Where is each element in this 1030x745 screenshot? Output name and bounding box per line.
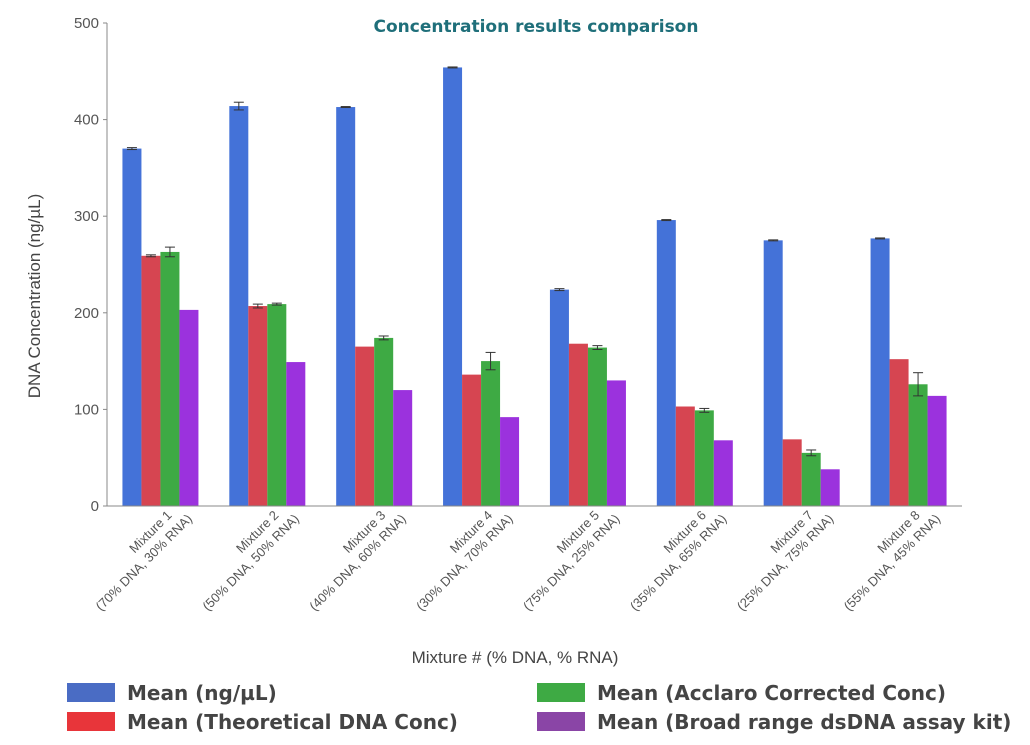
x-tick-label: Mixture 2(50% DNA, 50% RNA) (187, 499, 302, 614)
legend-swatch (537, 712, 585, 731)
bar-3-mixture-8 (908, 384, 928, 506)
legend-label: Mean (Theoretical DNA Conc) (127, 710, 458, 734)
y-axis-title: DNA Concentration (ng/µL) (25, 194, 44, 398)
bar-3-mixture-4 (481, 361, 501, 506)
bar-2-mixture-7 (782, 439, 802, 506)
bar-3-mixture-3 (374, 337, 394, 506)
legend-swatch (537, 683, 585, 702)
bar-3-mixture-5 (587, 347, 607, 506)
bar-1-mixture-7 (763, 240, 783, 506)
bar-4-mixture-4 (500, 417, 520, 506)
bar-2-mixture-3 (355, 346, 375, 506)
x-tick-label: Mixture 4(30% DNA, 70% RNA) (401, 499, 516, 614)
bar-1-mixture-5 (549, 289, 569, 506)
y-tick-label: 0 (91, 498, 99, 515)
x-tick-label: Mixture 1(70% DNA, 30% RNA) (80, 499, 195, 614)
bar-1-mixture-8 (870, 238, 890, 506)
bar-3-mixture-2 (267, 304, 287, 506)
bar-3-mixture-1 (160, 251, 180, 506)
bar-1-mixture-2 (229, 106, 249, 507)
y-axis: 0 100 200 300 400 500 (74, 15, 108, 515)
bar-4-mixture-3 (393, 390, 413, 506)
bar-2-mixture-4 (462, 374, 482, 506)
x-tick-label: Mixture 8(55% DNA, 45% RNA) (829, 499, 944, 614)
x-tick-label: Mixture 5(75% DNA, 25% RNA) (508, 499, 623, 614)
bar-1-mixture-6 (656, 220, 676, 506)
bar-4-mixture-6 (713, 440, 733, 506)
bar-2-mixture-1 (141, 255, 161, 506)
legend-swatch (67, 683, 115, 702)
y-tick-label: 400 (74, 112, 99, 129)
x-tick-label: Mixture 3(40% DNA, 60% RNA) (294, 499, 409, 614)
bars (122, 66, 947, 507)
bar-4-mixture-5 (606, 380, 626, 506)
bar-4-mixture-8 (927, 395, 947, 506)
bar-2-mixture-2 (248, 306, 268, 506)
y-tick-label: 100 (74, 401, 99, 418)
x-axis-title: Mixture # (% DNA, % RNA) (412, 648, 619, 667)
y-tick-label: 300 (74, 208, 99, 225)
y-tick-label: 500 (74, 15, 99, 32)
bar-1-mixture-1 (122, 148, 142, 506)
bar-2-mixture-8 (889, 359, 909, 506)
bar-3-mixture-7 (801, 452, 821, 506)
bar-2-mixture-6 (675, 406, 695, 506)
bar-4-mixture-2 (286, 362, 306, 506)
legend-label: Mean (Acclaro Corrected Conc) (597, 681, 946, 705)
bar-2-mixture-5 (568, 343, 588, 506)
x-tick-label: Mixture 6(35% DNA, 65% RNA) (615, 499, 730, 614)
legend-label: Mean (ng/µL) (127, 681, 277, 705)
x-axis: Mixture 1(70% DNA, 30% RNA) Mixture 2(50%… (80, 499, 962, 614)
x-tick-label: Mixture 7(25% DNA, 75% RNA) (722, 499, 837, 614)
legend-swatch (67, 712, 115, 731)
y-tick-label: 200 (74, 305, 99, 322)
chart-title: Concentration results comparison (374, 17, 699, 37)
legend-label: Mean (Broad range dsDNA assay kit) (597, 710, 1011, 734)
bar-1-mixture-4 (443, 67, 463, 506)
bar-3-mixture-6 (694, 410, 714, 506)
legend: Mean (ng/µL) Mean (Acclaro Corrected Conc… (67, 681, 1011, 734)
bar-4-mixture-1 (179, 309, 199, 506)
bar-4-mixture-7 (820, 469, 840, 506)
bar-1-mixture-3 (336, 107, 356, 507)
